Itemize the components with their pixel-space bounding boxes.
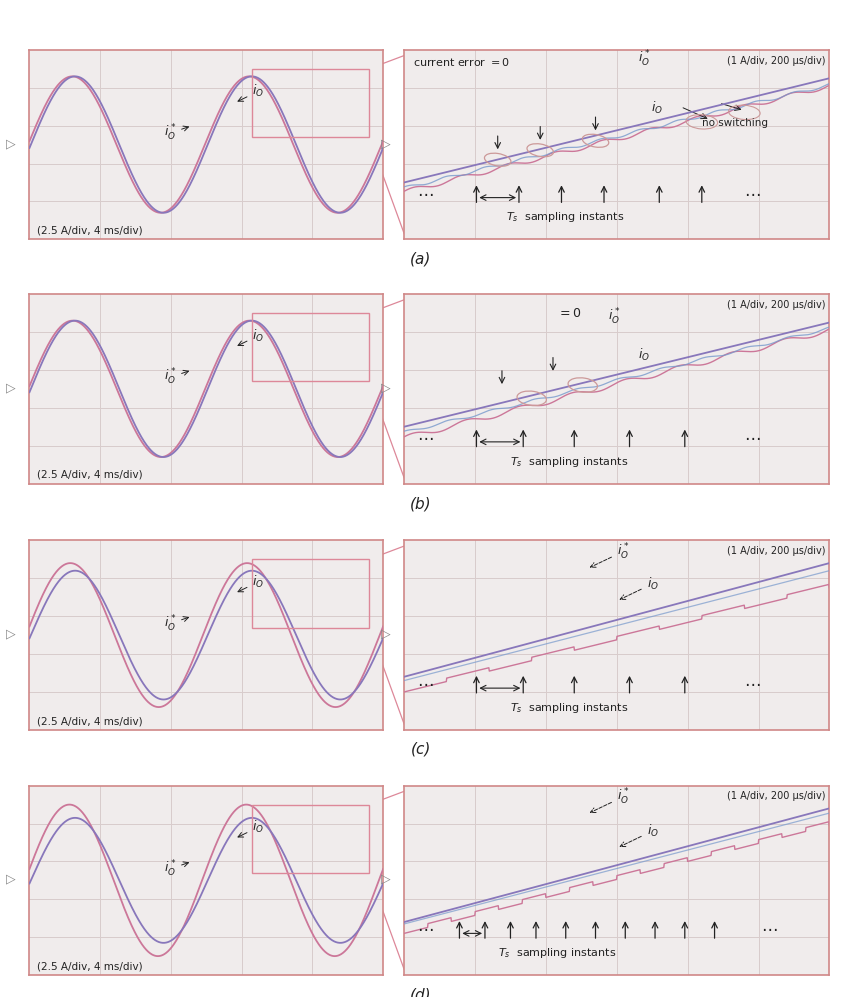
- Text: $\cdots$: $\cdots$: [744, 428, 761, 446]
- Text: (2.5 A/div, 4 ms/div): (2.5 A/div, 4 ms/div): [36, 470, 142, 480]
- Text: $\triangleright$: $\triangleright$: [380, 382, 392, 396]
- Text: (c): (c): [411, 742, 431, 757]
- Text: $\triangleright$: $\triangleright$: [380, 628, 392, 642]
- Bar: [253, 805, 369, 872]
- Text: $\cdots$: $\cdots$: [417, 674, 434, 692]
- Text: $i_O^*$: $i_O^*$: [164, 123, 189, 144]
- Bar: [253, 69, 369, 137]
- Text: $i_O^*$: $i_O^*$: [638, 49, 650, 70]
- Text: $T_s$  sampling instants: $T_s$ sampling instants: [498, 946, 616, 960]
- Text: $i_O^*$: $i_O^*$: [164, 367, 189, 388]
- Text: $i_O^*$: $i_O^*$: [164, 613, 189, 634]
- Text: $T_s$  sampling instants: $T_s$ sampling instants: [506, 210, 625, 224]
- Text: $\cdots$: $\cdots$: [744, 183, 761, 201]
- Text: (2.5 A/div, 4 ms/div): (2.5 A/div, 4 ms/div): [36, 716, 142, 726]
- Text: $T_s$  sampling instants: $T_s$ sampling instants: [510, 701, 629, 715]
- Text: $\triangleright$: $\triangleright$: [380, 138, 392, 152]
- Text: $i_O$: $i_O$: [238, 84, 264, 102]
- Text: $i_O$: $i_O$: [638, 347, 650, 363]
- Text: $\triangleright$: $\triangleright$: [6, 138, 17, 152]
- Text: (b): (b): [410, 497, 432, 511]
- Text: $\cdots$: $\cdots$: [744, 674, 761, 692]
- Text: $i_O^*$: $i_O^*$: [590, 787, 629, 813]
- Text: $\cdots$: $\cdots$: [417, 428, 434, 446]
- Text: $= 0$: $= 0$: [557, 307, 582, 320]
- Text: (1 A/div, 200 μs/div): (1 A/div, 200 μs/div): [727, 546, 825, 556]
- Text: $i_O$: $i_O$: [238, 820, 264, 837]
- Text: no switching: no switching: [702, 118, 768, 128]
- Text: (2.5 A/div, 4 ms/div): (2.5 A/div, 4 ms/div): [36, 961, 142, 971]
- Text: $i_O$: $i_O$: [238, 574, 264, 592]
- Text: $i_O^*$: $i_O^*$: [590, 541, 629, 567]
- Text: $i_O$: $i_O$: [621, 575, 658, 599]
- Text: (d): (d): [410, 987, 432, 997]
- Text: $\triangleright$: $\triangleright$: [380, 873, 392, 887]
- Text: (2.5 A/div, 4 ms/div): (2.5 A/div, 4 ms/div): [36, 225, 142, 235]
- Text: current error $= 0$: current error $= 0$: [413, 56, 509, 68]
- Text: $\cdots$: $\cdots$: [761, 919, 778, 937]
- Text: $i_O^*$: $i_O^*$: [608, 307, 621, 327]
- Text: (1 A/div, 200 μs/div): (1 A/div, 200 μs/div): [727, 792, 825, 802]
- Bar: [253, 559, 369, 627]
- Text: $\triangleright$: $\triangleright$: [6, 382, 17, 396]
- Text: (1 A/div, 200 μs/div): (1 A/div, 200 μs/div): [727, 56, 825, 66]
- Text: $i_O$: $i_O$: [651, 101, 663, 117]
- Text: $i_O$: $i_O$: [621, 823, 658, 846]
- Text: $\cdots$: $\cdots$: [417, 919, 434, 937]
- Text: $\triangleright$: $\triangleright$: [6, 873, 17, 887]
- Text: $T_s$  sampling instants: $T_s$ sampling instants: [510, 455, 629, 469]
- Text: (1 A/div, 200 μs/div): (1 A/div, 200 μs/div): [727, 300, 825, 310]
- Text: $i_O$: $i_O$: [238, 328, 264, 346]
- Text: $\triangleright$: $\triangleright$: [6, 628, 17, 642]
- Bar: [253, 313, 369, 381]
- Text: $i_O^*$: $i_O^*$: [164, 858, 189, 879]
- Text: $\cdots$: $\cdots$: [417, 183, 434, 201]
- Text: (a): (a): [410, 251, 432, 266]
